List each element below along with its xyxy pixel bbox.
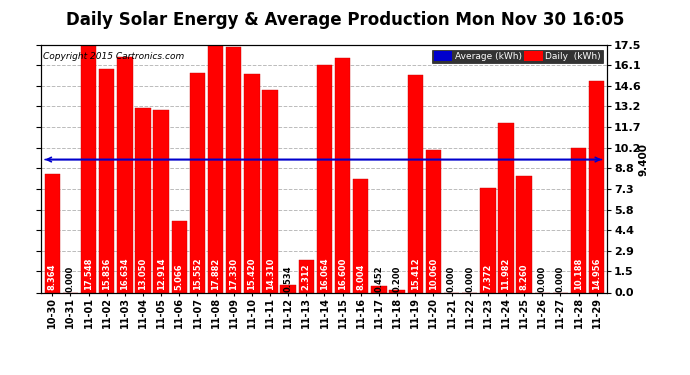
Text: 9.400: 9.400: [638, 143, 649, 176]
Text: 0.000: 0.000: [465, 266, 474, 292]
Text: 8.004: 8.004: [356, 264, 365, 290]
Bar: [408, 75, 423, 292]
Text: 2.312: 2.312: [302, 264, 310, 290]
Text: 8.260: 8.260: [520, 264, 529, 290]
Bar: [516, 176, 532, 292]
Bar: [190, 72, 205, 292]
Text: 0.000: 0.000: [538, 266, 546, 292]
Text: 17.330: 17.330: [229, 258, 238, 290]
Bar: [498, 123, 513, 292]
Bar: [589, 81, 604, 292]
Text: 0.534: 0.534: [284, 265, 293, 292]
Bar: [81, 44, 97, 292]
Bar: [389, 290, 405, 292]
Bar: [117, 57, 132, 292]
Legend: Average (kWh), Daily  (kWh): Average (kWh), Daily (kWh): [432, 50, 602, 63]
Text: 15.552: 15.552: [193, 258, 202, 290]
Text: 7.372: 7.372: [483, 264, 492, 290]
Text: 11.982: 11.982: [502, 258, 511, 290]
Bar: [299, 260, 314, 292]
Text: 13.050: 13.050: [139, 258, 148, 290]
Text: 14.956: 14.956: [592, 258, 601, 290]
Text: 16.634: 16.634: [120, 258, 129, 290]
Text: Daily Solar Energy & Average Production Mon Nov 30 16:05: Daily Solar Energy & Average Production …: [66, 11, 624, 29]
Text: 5.066: 5.066: [175, 264, 184, 290]
Text: 14.310: 14.310: [266, 258, 275, 290]
Text: 17.882: 17.882: [211, 258, 220, 290]
Bar: [371, 286, 386, 292]
Text: 17.548: 17.548: [84, 258, 93, 290]
Bar: [280, 285, 296, 292]
Text: 0.200: 0.200: [393, 266, 402, 292]
Bar: [262, 90, 278, 292]
Bar: [335, 58, 351, 292]
Text: 0.000: 0.000: [447, 266, 456, 292]
Bar: [317, 65, 332, 292]
Text: Copyright 2015 Cartronics.com: Copyright 2015 Cartronics.com: [43, 53, 184, 62]
Text: 0.000: 0.000: [556, 266, 565, 292]
Bar: [153, 110, 169, 292]
Bar: [571, 148, 586, 292]
Bar: [99, 69, 115, 292]
Text: 16.064: 16.064: [320, 258, 329, 290]
Bar: [353, 179, 368, 292]
Text: 0.452: 0.452: [375, 265, 384, 292]
Bar: [226, 47, 242, 292]
Bar: [172, 221, 187, 292]
Text: 0.000: 0.000: [66, 266, 75, 292]
Text: 8.364: 8.364: [48, 264, 57, 290]
Bar: [480, 188, 495, 292]
Bar: [135, 108, 150, 292]
Bar: [426, 150, 441, 292]
Text: 16.600: 16.600: [338, 258, 347, 290]
Text: 10.188: 10.188: [574, 258, 583, 290]
Text: 15.420: 15.420: [248, 258, 257, 290]
Text: 15.836: 15.836: [102, 258, 111, 290]
Bar: [244, 74, 259, 292]
Bar: [45, 174, 60, 292]
Bar: [208, 40, 224, 292]
Text: 15.412: 15.412: [411, 258, 420, 290]
Text: 12.914: 12.914: [157, 258, 166, 290]
Text: 10.060: 10.060: [429, 258, 438, 290]
